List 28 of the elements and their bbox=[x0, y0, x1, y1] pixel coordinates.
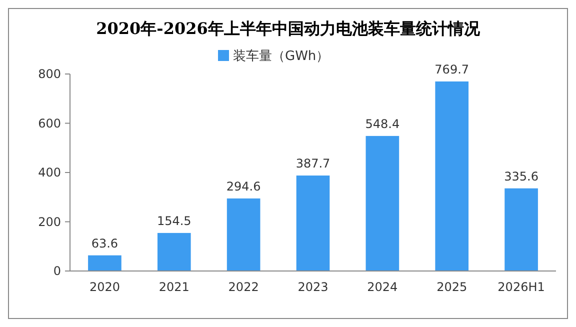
x-tick-label: 2024 bbox=[367, 280, 398, 294]
data-label: 63.6 bbox=[91, 236, 118, 250]
bar bbox=[366, 136, 400, 271]
x-tick-label: 2021 bbox=[158, 280, 190, 294]
y-tick-label: 0 bbox=[53, 264, 61, 278]
data-label: 548.4 bbox=[365, 116, 400, 131]
bar bbox=[296, 176, 330, 271]
data-label: 387.7 bbox=[296, 156, 330, 171]
data-label: 335.6 bbox=[504, 169, 538, 184]
x-tick-label: 2025 bbox=[436, 280, 468, 294]
bar bbox=[504, 188, 538, 271]
data-label: 154.5 bbox=[156, 214, 192, 228]
y-tick-label: 800 bbox=[38, 67, 61, 81]
chart-title: 2020年-2026年上半年中国动力电池装车量统计情况 bbox=[96, 19, 481, 38]
bar bbox=[226, 198, 260, 271]
y-tick-label: 400 bbox=[38, 166, 61, 180]
x-tick-label: 2023 bbox=[298, 280, 328, 294]
x-tick-label: 2020 bbox=[89, 280, 120, 294]
bar bbox=[157, 232, 191, 271]
bar bbox=[88, 255, 122, 271]
bar bbox=[435, 81, 469, 271]
data-label: 294.6 bbox=[226, 179, 261, 194]
legend-label: 装车量（GWh） bbox=[233, 49, 330, 64]
x-tick-label: 2022 bbox=[228, 280, 259, 294]
x-tick-label: 2026H1 bbox=[498, 280, 545, 294]
y-tick-label: 600 bbox=[38, 116, 61, 130]
y-tick-label: 200 bbox=[38, 214, 61, 229]
data-label: 769.7 bbox=[434, 62, 470, 76]
